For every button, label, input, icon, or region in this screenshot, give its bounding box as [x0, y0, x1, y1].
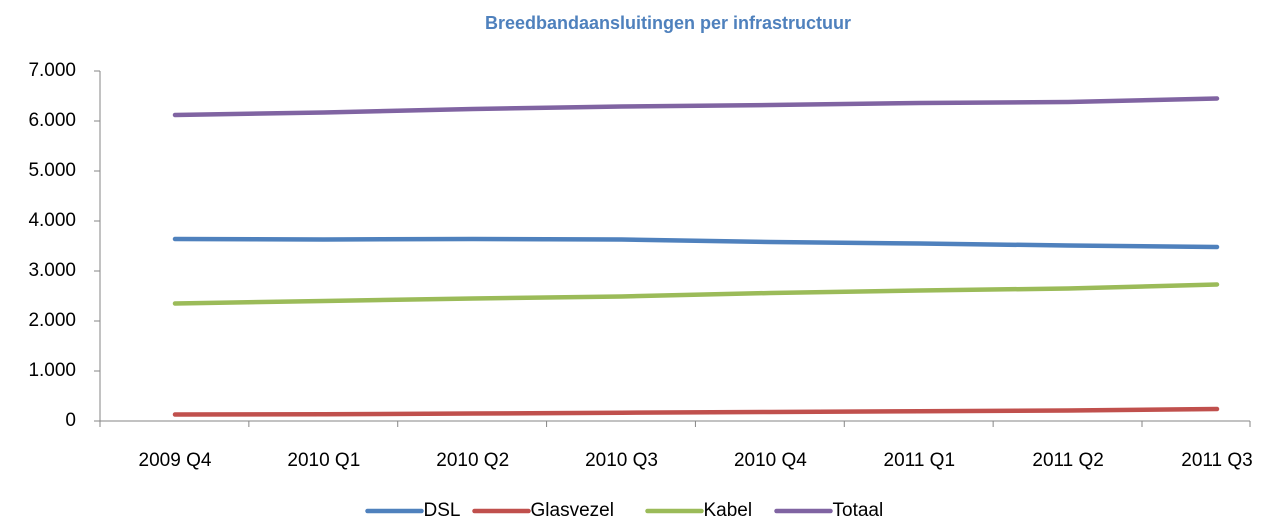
line-series — [172, 96, 1220, 118]
y-tick-label: 0 — [65, 410, 76, 431]
x-tick-label: 2009 Q4 — [139, 450, 212, 471]
y-tick-label: 7.000 — [28, 60, 76, 81]
x-tick-label: 2011 Q1 — [884, 450, 955, 471]
y-tick-label: 6.000 — [28, 110, 76, 131]
x-tick-label: 2011 Q2 — [1032, 450, 1103, 471]
x-tick-label: 2010 Q1 — [287, 450, 360, 471]
legend-label: Glasvezel — [531, 500, 614, 521]
legend-label: DSL — [424, 500, 461, 521]
x-tick-label: 2011 Q3 — [1181, 450, 1252, 471]
y-tick-label: 5.000 — [28, 160, 76, 181]
y-tick-label: 3.000 — [28, 260, 76, 281]
x-tick-label: 2010 Q4 — [734, 450, 807, 471]
line-series — [172, 236, 1220, 250]
x-tick-label: 2010 Q2 — [436, 450, 509, 471]
y-tick-label: 2.000 — [28, 310, 76, 331]
chart-title: Breedbandaansluitingen per infrastructuu… — [485, 13, 851, 33]
legend-label: Kabel — [704, 500, 753, 521]
legend-label: Totaal — [833, 500, 884, 521]
x-tick-label: 2010 Q3 — [585, 450, 658, 471]
line-series — [172, 282, 1220, 306]
y-tick-label: 1.000 — [28, 360, 76, 381]
line-series — [172, 406, 1220, 417]
y-tick-label: 4.000 — [28, 210, 76, 231]
